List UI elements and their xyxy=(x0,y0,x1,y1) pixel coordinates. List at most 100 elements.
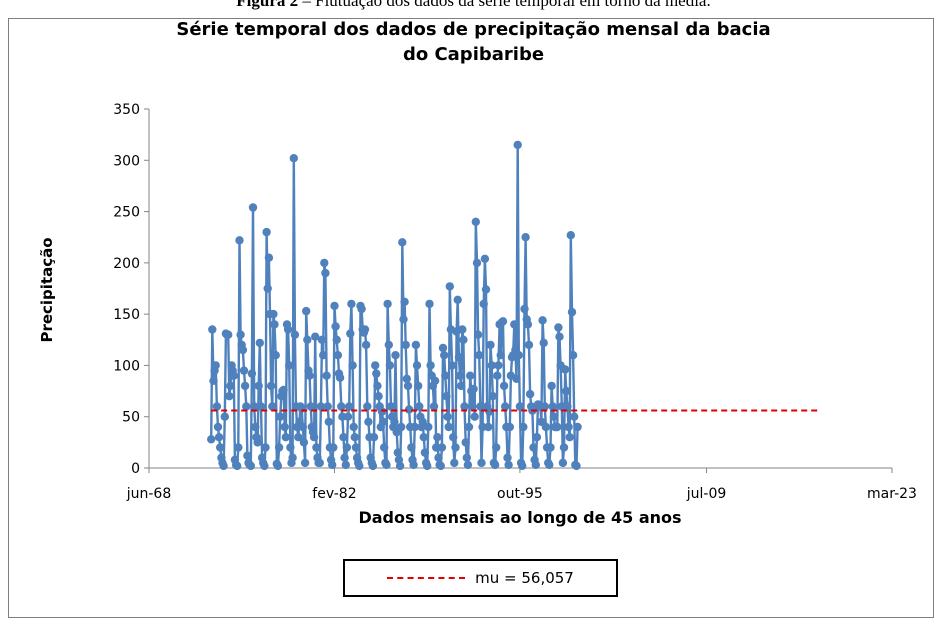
data-point xyxy=(294,433,303,442)
data-point xyxy=(220,412,229,421)
data-point xyxy=(470,412,479,421)
data-point xyxy=(286,443,295,452)
figure-caption-text: – Flutuação dos dados da série temporal … xyxy=(298,0,711,10)
chart-title-line1: Série temporal dos dados de precipitação… xyxy=(176,19,771,40)
data-point xyxy=(224,330,233,339)
data-point xyxy=(468,402,477,411)
data-point xyxy=(300,458,310,468)
data-point xyxy=(364,417,373,426)
data-point xyxy=(519,422,528,432)
data-point xyxy=(383,299,392,309)
data-point xyxy=(414,381,423,391)
data-point xyxy=(480,254,490,263)
data-point xyxy=(347,299,356,309)
data-point xyxy=(523,320,533,329)
data-point xyxy=(438,343,448,353)
data-point xyxy=(481,285,491,294)
data-point xyxy=(229,371,238,380)
data-point xyxy=(349,422,358,432)
figure-caption: Figura 2 – Flutuação dos dados da série … xyxy=(0,0,947,11)
data-point xyxy=(270,320,279,329)
data-point xyxy=(219,461,228,471)
data-point xyxy=(503,453,512,462)
data-point xyxy=(254,381,263,391)
x-tick-label: jul-09 xyxy=(686,486,727,502)
data-point xyxy=(471,217,480,226)
data-point xyxy=(490,460,500,470)
data-point xyxy=(404,405,414,414)
data-point xyxy=(426,361,435,370)
data-point xyxy=(274,443,284,452)
data-point xyxy=(340,453,349,462)
y-tick-label: 50 xyxy=(122,410,140,426)
data-point xyxy=(298,422,307,432)
data-point xyxy=(303,335,312,344)
data-point xyxy=(247,369,257,378)
data-point xyxy=(441,371,450,380)
y-tick-label: 100 xyxy=(113,358,140,374)
data-point xyxy=(425,299,434,309)
data-point xyxy=(207,435,216,444)
data-point xyxy=(345,402,354,411)
data-point xyxy=(444,422,453,432)
data-point xyxy=(214,433,224,442)
y-tick-label: 150 xyxy=(113,307,140,323)
data-point xyxy=(450,458,459,468)
data-point xyxy=(269,309,278,319)
data-point xyxy=(440,351,449,360)
data-point xyxy=(399,315,408,324)
data-point xyxy=(372,369,381,378)
data-point xyxy=(514,351,523,360)
data-point xyxy=(564,422,573,432)
data-point xyxy=(538,316,547,325)
figure-label: Figura 2 xyxy=(236,0,299,10)
data-point xyxy=(496,351,505,360)
y-axis-label: Precipitação xyxy=(38,237,56,343)
data-point xyxy=(424,422,433,432)
data-point xyxy=(271,351,280,360)
data-point xyxy=(398,238,407,247)
data-point xyxy=(553,422,562,432)
data-point xyxy=(211,361,220,370)
data-point xyxy=(328,460,337,470)
data-point xyxy=(395,461,405,471)
data-point xyxy=(485,407,494,416)
data-point xyxy=(462,453,471,462)
data-point xyxy=(239,366,249,375)
data-point xyxy=(423,461,432,471)
data-point xyxy=(378,417,388,426)
data-point xyxy=(434,453,443,462)
data-point xyxy=(459,335,468,344)
y-tick-label: 300 xyxy=(113,153,140,169)
data-point xyxy=(346,329,355,338)
data-point xyxy=(242,402,251,411)
data-point xyxy=(243,451,252,460)
data-point xyxy=(233,461,242,471)
x-tick-label: mar-23 xyxy=(867,486,917,502)
data-point xyxy=(548,402,557,411)
data-point xyxy=(238,345,248,355)
y-tick-label: 200 xyxy=(113,256,140,272)
data-point xyxy=(418,417,427,426)
data-point xyxy=(280,422,289,432)
legend-mean-line-swatch xyxy=(387,577,466,579)
data-point xyxy=(531,460,540,470)
data-point xyxy=(447,361,457,370)
data-point xyxy=(264,253,274,262)
data-point xyxy=(279,385,288,395)
data-point xyxy=(445,282,454,291)
data-point xyxy=(384,340,393,350)
data-point xyxy=(493,371,502,380)
data-point xyxy=(494,361,503,370)
chart-frame xyxy=(8,18,934,618)
data-point xyxy=(289,154,298,163)
data-point xyxy=(386,402,396,411)
data-point xyxy=(521,233,530,242)
data-point xyxy=(525,389,535,399)
chart-plot: 0 50 100 150 200 250 300 350 jun-68 fev-82 out-95 j… xyxy=(113,102,917,502)
data-point xyxy=(374,392,383,401)
data-point xyxy=(255,338,264,348)
data-point xyxy=(393,448,402,457)
data-point xyxy=(363,402,372,411)
data-point xyxy=(246,461,255,471)
